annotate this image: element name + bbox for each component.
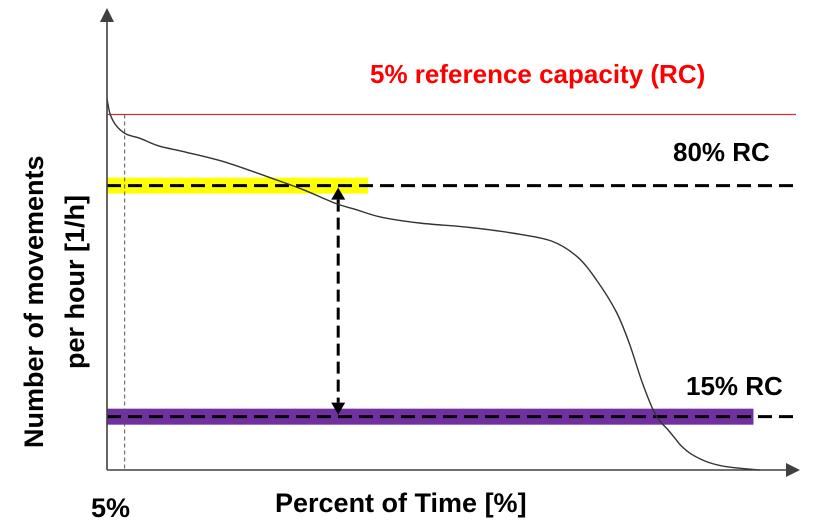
y-axis-title-line2: per hour [1/h] bbox=[60, 195, 90, 369]
chart-labels: 5% reference capacity (RC) 80% RC 15% RC… bbox=[19, 59, 783, 523]
ref-label-15pct: 15% RC bbox=[686, 371, 783, 401]
x-axis-title: Percent of Time [%] bbox=[275, 488, 527, 518]
axes bbox=[100, 8, 800, 477]
x-axis-arrowhead bbox=[786, 463, 800, 477]
x-tick-label-5pct: 5% bbox=[91, 493, 130, 523]
markers bbox=[124, 114, 346, 470]
range-arrow-head-top bbox=[331, 187, 346, 200]
ref-label-5pct: 5% reference capacity (RC) bbox=[370, 59, 705, 89]
y-axis-title-line1: Number of movements bbox=[19, 155, 49, 448]
reference-lines bbox=[107, 113, 796, 419]
duration-curve bbox=[106, 98, 761, 471]
y-axis-arrowhead bbox=[100, 8, 114, 22]
range-arrow-head-bottom bbox=[331, 402, 346, 415]
ref-label-80pct: 80% RC bbox=[673, 137, 770, 167]
highlight-bands bbox=[107, 177, 754, 425]
